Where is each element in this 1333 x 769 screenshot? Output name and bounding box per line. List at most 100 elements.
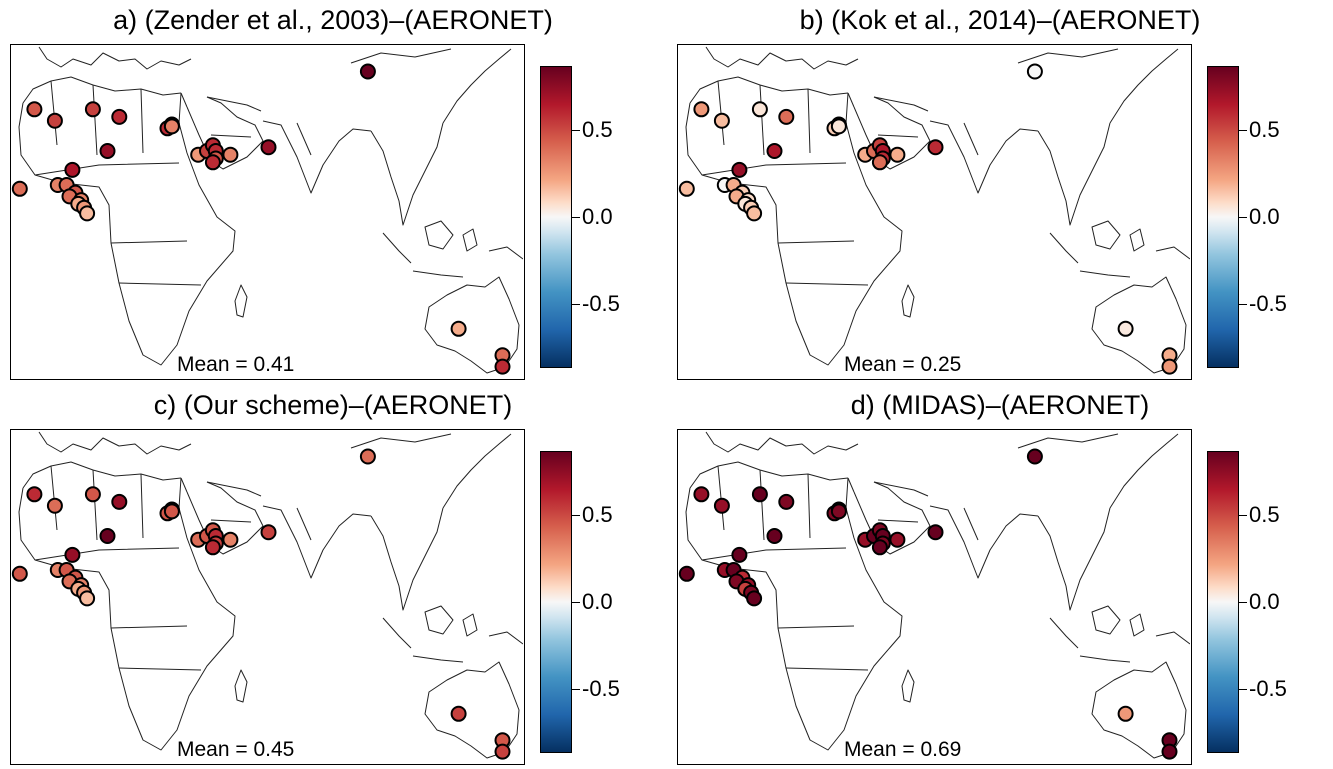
- site-marker: [746, 590, 763, 607]
- map-outline: [38, 46, 192, 70]
- site-marker: [731, 161, 748, 178]
- site-marker: [222, 531, 239, 548]
- map-outline: [140, 88, 144, 154]
- site-marker: [99, 528, 116, 544]
- site-marker: [766, 528, 783, 544]
- panel-title: c) (Our scheme)–(AERONET): [153, 390, 513, 420]
- map-outline: [22, 461, 182, 489]
- map-outline: [442, 433, 512, 509]
- map-panel-b: b) (Kok et al., 2014)–(AERONET) Mean = 0…: [667, 0, 1333, 384]
- site-marker: [46, 497, 63, 514]
- site-marker: [64, 546, 81, 563]
- site-marker: [766, 143, 783, 159]
- site-marker: [204, 539, 221, 556]
- map-outline: [1091, 276, 1187, 374]
- colorbar-tick-label: 0.0: [1249, 589, 1280, 614]
- basemap-coastlines: [18, 431, 523, 759]
- map-outline: [38, 431, 192, 455]
- colorbar-tick-label: 0.0: [1249, 204, 1280, 229]
- site-marker: [46, 112, 63, 129]
- map-outline: [118, 667, 202, 671]
- site-marker: [1026, 63, 1043, 80]
- map-plot: [678, 46, 1190, 375]
- colorbar-tick-label: -0.5: [1249, 676, 1287, 701]
- map-outline: [877, 519, 919, 523]
- colorbar-tick-label: 0.5: [1249, 502, 1280, 527]
- map-outline: [685, 92, 903, 366]
- site-marker: [64, 161, 81, 178]
- colorbar-tick-mark: [572, 602, 580, 603]
- map-outline: [296, 122, 312, 156]
- site-marker: [111, 108, 128, 125]
- colorbar-tick-label: 0.5: [582, 502, 613, 527]
- site-marker: [746, 205, 763, 222]
- map-outline: [701, 162, 847, 176]
- map-outline: [1109, 433, 1179, 509]
- colorbar: [1207, 451, 1239, 753]
- map-outline: [1109, 48, 1179, 124]
- site-markers: [11, 63, 511, 375]
- map-outline: [22, 76, 182, 104]
- map-outline: [206, 481, 262, 497]
- map-outline: [92, 84, 98, 156]
- site-marker: [163, 503, 180, 520]
- site-marker: [751, 101, 768, 118]
- panel-title: a) (Zender et al., 2003)–(AERONET): [113, 5, 553, 35]
- map-outline: [1079, 655, 1131, 663]
- map-outline: [873, 96, 929, 112]
- map-outline: [1155, 631, 1190, 645]
- map-outline: [234, 669, 248, 703]
- colorbar-tick-label: 0.5: [1249, 117, 1280, 142]
- site-marker: [713, 497, 730, 514]
- site-marker: [889, 531, 906, 548]
- map-outline: [424, 220, 454, 250]
- basemap-coastlines: [18, 46, 523, 374]
- map-outline: [206, 96, 262, 112]
- site-marker: [830, 118, 847, 135]
- site-marker: [1161, 358, 1178, 375]
- colorbar-tick-mark: [572, 217, 580, 218]
- colorbar-tick-mark: [1239, 515, 1247, 516]
- site-marker: [79, 590, 96, 607]
- site-marker: [204, 154, 221, 171]
- map-plot: [678, 431, 1190, 760]
- site-marker: [1026, 448, 1043, 465]
- map-outline: [1091, 661, 1187, 759]
- site-marker: [731, 546, 748, 563]
- map-panel-d: d) (MIDAS)–(AERONET) Mean = 0.69 0.5 0.0…: [667, 385, 1333, 769]
- site-marker: [713, 112, 730, 129]
- map-outline: [1091, 220, 1121, 250]
- map-outline: [777, 240, 855, 244]
- map-outline: [785, 667, 869, 671]
- site-marker: [84, 101, 101, 118]
- site-marker: [99, 143, 116, 159]
- site-marker: [111, 493, 128, 510]
- basemap-coastlines: [685, 46, 1190, 374]
- map-outline: [807, 88, 811, 154]
- site-marker: [871, 539, 888, 556]
- map-outline: [350, 433, 452, 449]
- site-marker: [450, 320, 467, 337]
- site-marker: [494, 743, 511, 760]
- map-outline: [929, 505, 1039, 579]
- panel-title: d) (MIDAS)–(AERONET): [850, 390, 1150, 420]
- map-outline: [1049, 232, 1079, 264]
- map-outline: [873, 481, 929, 497]
- map-outline: [929, 120, 1039, 194]
- site-marker: [678, 180, 695, 197]
- map-frame: Mean = 0.69: [677, 429, 1192, 765]
- colorbar-tick-mark: [1239, 689, 1247, 690]
- map-outline: [118, 282, 202, 286]
- map-outline: [180, 92, 188, 108]
- map-outline: [759, 469, 765, 541]
- map-outline: [180, 477, 188, 493]
- map-outline: [877, 134, 919, 138]
- site-marker: [11, 565, 28, 582]
- site-marker: [778, 493, 795, 510]
- site-marker: [889, 146, 906, 163]
- map-outline: [1037, 122, 1111, 226]
- site-marker: [927, 524, 944, 541]
- map-outline: [262, 120, 372, 194]
- map-outline: [1049, 617, 1079, 649]
- map-outline: [262, 505, 372, 579]
